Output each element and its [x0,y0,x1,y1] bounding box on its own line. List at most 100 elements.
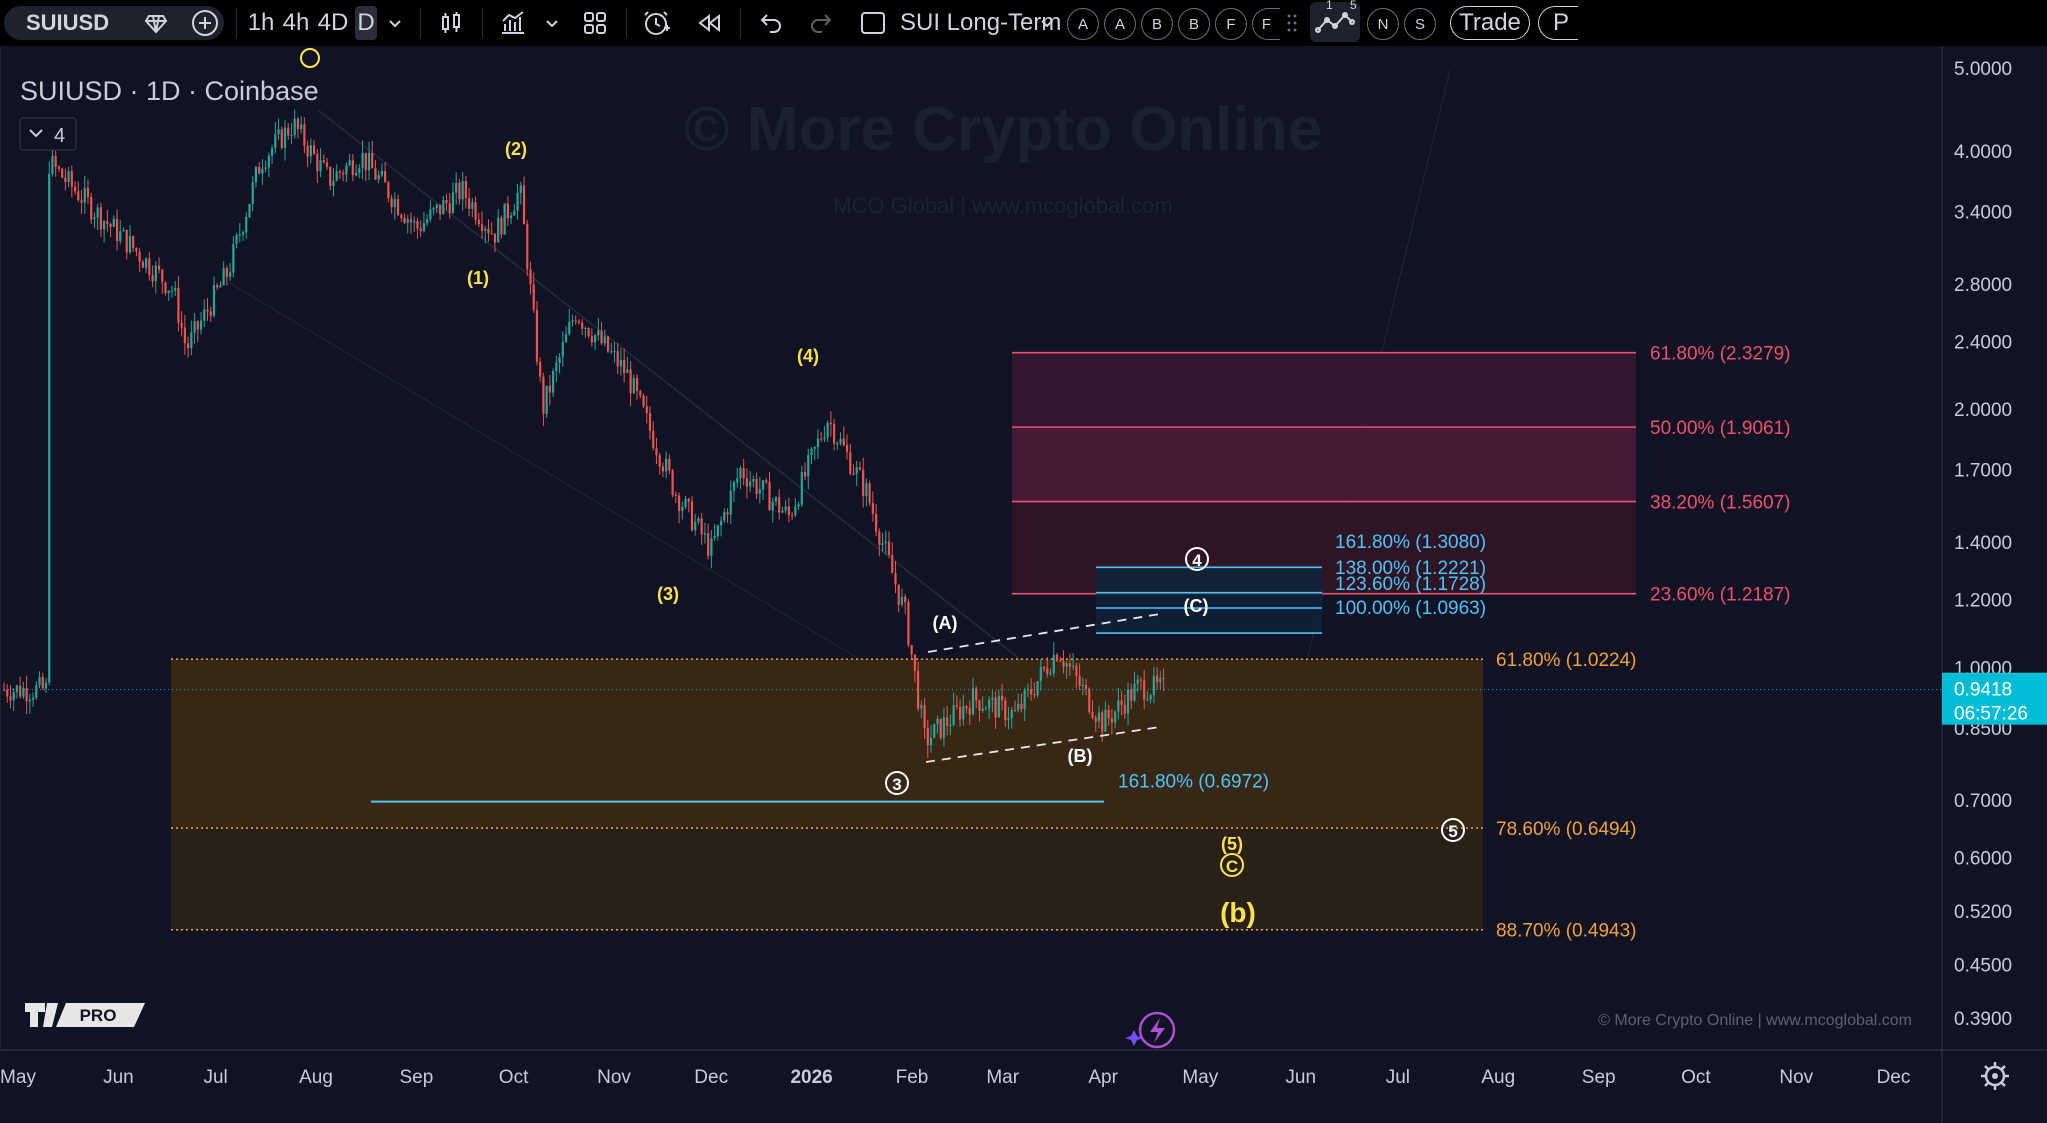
candle-body-down [138,251,141,262]
fib-zones: 61.80% (1.0224) 78.60% (0.6494) 88.70% (0.… [171,344,1791,942]
candle-body-down [338,171,342,173]
chip-s[interactable]: S [1404,8,1436,40]
candle-body-up [232,243,235,273]
price-tick: 0.4500 [1954,956,2012,977]
alert-chip-f-1[interactable]: F [1215,8,1247,40]
candle-body-down [1000,695,1004,701]
annotation-layer: (1) (2) (3) (4) (5) (A) (B) (C) (b) 3 4 5 C [0,48,1942,928]
alert-chip-label: A [1114,15,1125,33]
drag-handle-icon[interactable] [1280,6,1304,40]
interval-4d[interactable]: 4D [318,6,349,40]
add-symbol-icon[interactable] [188,6,222,40]
compare-icon[interactable] [140,6,172,40]
candle-body-up [716,525,719,537]
candle-body-down [574,320,577,322]
candle-body-up [516,192,519,211]
legend-collapse-button[interactable]: 4 [19,117,77,151]
candle-body-down [54,156,57,167]
candle-body-down [742,468,745,479]
candle-body-up [752,479,755,482]
indicators-icon[interactable] [497,6,529,40]
interval-4h[interactable]: 4h [281,6,311,40]
chevron-down-icon[interactable] [541,6,563,40]
candle-body-up [836,443,839,445]
replay-icon[interactable] [693,6,725,40]
candle-body-down [852,473,855,475]
time-tick: Nov [597,1067,631,1088]
time-tick: 2026 [790,1067,832,1088]
candle-body-down [396,199,400,215]
price-tick: 5.0000 [1954,59,2012,80]
candle-body-down [707,533,710,556]
alert-chip-label: F [1261,15,1272,33]
alert-clock-icon[interactable] [640,6,674,40]
candle-body-down [438,204,442,215]
layout-square-icon[interactable] [858,6,888,40]
candle-body-down [623,359,626,374]
candle-body-down [468,198,471,209]
symbol-search-button[interactable]: SUIUSD [4,6,224,40]
candle-body-up [15,685,19,693]
lightning-icon[interactable] [1125,1011,1176,1049]
undo-icon[interactable] [756,6,786,40]
chevron-down-icon[interactable] [384,6,406,40]
candle-body-up [426,219,429,224]
candle-body-up [732,482,736,491]
interval-1h[interactable]: 1h [246,6,276,40]
wave-label: (B) [1068,746,1093,766]
candle-body-up [929,737,933,746]
wave-label: C [1226,857,1238,876]
candle-body-down [1130,689,1133,701]
trade-button[interactable]: Trade [1450,6,1530,40]
candle-body-down [629,369,632,394]
candle-body-down [464,180,467,199]
candle-body-up [736,478,739,483]
candle-body-up [229,272,232,277]
alert-chip-b-2[interactable]: B [1178,8,1210,40]
candle-body-up [739,468,742,479]
alert-chip-f-2[interactable]: F [1252,8,1280,40]
candle-body-up [429,209,432,220]
candle-body-up [22,688,25,697]
wave-indicator-button[interactable] [1310,2,1360,42]
candle-body-up [988,699,991,709]
candle-body-up [248,203,251,218]
time-tick: Feb [896,1067,929,1088]
interval-d[interactable]: D [355,6,377,40]
candle-body-up [761,480,765,490]
candle-body-down [70,171,73,187]
candle-body-down [287,127,290,136]
chevron-down-icon[interactable] [1036,6,1058,40]
candle-body-down [1004,700,1007,721]
alert-chip-a-2[interactable]: A [1104,8,1136,40]
pro-label: PRO [80,1006,117,1025]
alert-chip-b-1[interactable]: B [1141,8,1173,40]
candle-body-up [112,218,115,227]
time-tick: Mar [986,1067,1019,1088]
triangle-lower-line [925,726,1161,763]
candles-icon[interactable] [436,6,466,40]
candle-body-down [606,336,610,352]
publish-button[interactable]: P [1538,6,1578,40]
time-tick: Sep [1582,1067,1616,1088]
candle-body-down [600,330,603,344]
candle-body-down [148,258,151,276]
toolbar-divider [420,8,421,38]
candle-body-down [9,696,12,701]
tradingview-logo[interactable]: PRO [25,1003,145,1027]
candle-body-up [962,706,965,720]
fib-label-blue: 123.60% (1.1728) [1335,574,1486,595]
candle-body-up [96,207,99,218]
layouts-icon[interactable] [580,6,610,40]
candlesticks [2,109,1165,759]
layout-name-button[interactable]: SUI Long-Term [900,6,1061,40]
redo-icon[interactable] [806,6,836,40]
candle-body-up [771,501,774,511]
settings-gear-icon[interactable] [1981,1062,2009,1090]
chip-n[interactable]: N [1367,8,1399,40]
wave-label-circle [1441,818,1465,842]
alert-chip-a-1[interactable]: A [1067,8,1099,40]
candle-body-down [400,214,403,218]
candle-body-down [371,152,374,169]
